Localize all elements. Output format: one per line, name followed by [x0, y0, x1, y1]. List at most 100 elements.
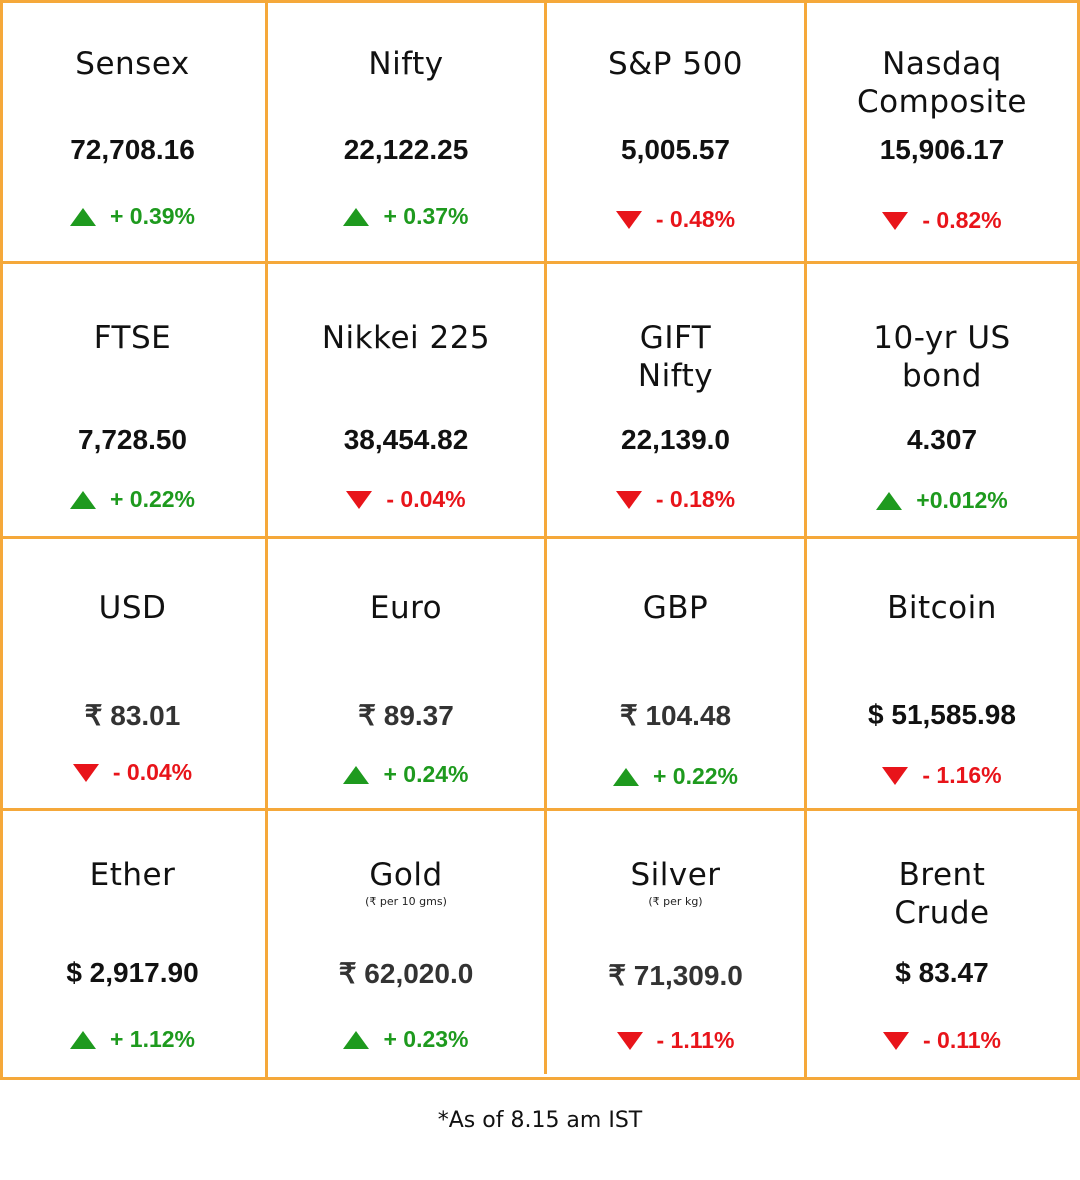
market-cell-nasdaq: Nasdaq Composite 15,906.17 - 0.82% [807, 0, 1077, 261]
change-percent: - 0.04% [112, 759, 193, 785]
down-arrow-icon [346, 490, 373, 509]
market-value: 22,139.0 [621, 424, 730, 455]
unit-note: (₹ per kg) [648, 895, 703, 908]
market-cell-silver: Silver (₹ per kg) ₹ 71,309.0 - 1.11% [547, 811, 804, 1077]
market-value: 5,005.57 [621, 134, 730, 165]
change-row: + 0.37% [268, 203, 544, 230]
change-percent: + 0.22% [652, 763, 739, 789]
change-row: + 0.24% [268, 761, 544, 788]
change-percent: + 0.22% [109, 486, 196, 512]
market-value: ₹ 89.37 [358, 700, 454, 731]
market-cell-gbp: GBP ₹ 104.48 + 0.22% [547, 539, 804, 808]
change-row: - 0.11% [807, 1027, 1077, 1054]
change-percent: + 0.24% [383, 761, 469, 787]
market-name: Bitcoin [887, 590, 997, 626]
market-value: 38,454.82 [343, 424, 469, 455]
market-value: 15,906.17 [879, 134, 1005, 165]
market-name: Nikkei 225 [321, 320, 491, 356]
market-name: Sensex [75, 46, 190, 82]
market-name: 10-yr US bond [873, 320, 1011, 394]
market-name: Ether [89, 857, 176, 893]
market-name: Nasdaq Composite [857, 46, 1027, 120]
grid-line [0, 808, 1080, 811]
grid-line [0, 0, 1080, 3]
grid-line [1077, 0, 1080, 1080]
market-name: Nifty [368, 46, 444, 82]
change-percent: + 0.37% [383, 203, 469, 229]
change-row: + 0.22% [0, 486, 265, 513]
market-value: $ 2,917.90 [66, 957, 199, 988]
change-row: + 1.12% [0, 1026, 265, 1053]
market-cell-ether: Ether $ 2,917.90 + 1.12% [0, 811, 265, 1077]
market-cell-sp500: S&P 500 5,005.57 - 0.48% [547, 0, 804, 261]
up-arrow-icon [612, 767, 639, 786]
change-row: - 0.48% [547, 206, 804, 233]
change-percent: +0.012% [916, 487, 1008, 513]
market-value: ₹ 71,309.0 [608, 960, 743, 991]
down-arrow-icon [615, 210, 642, 229]
market-name: Brent Crude [894, 857, 990, 931]
market-name: GIFT Nifty [637, 320, 714, 394]
market-value: ₹ 104.48 [619, 700, 732, 731]
market-value: 4.307 [906, 424, 978, 455]
market-grid: Sensex 72,708.16 + 0.39% Nifty 22,122.25… [0, 0, 1080, 1080]
market-value: 22,122.25 [343, 134, 469, 165]
change-percent: - 0.82% [922, 207, 1002, 233]
change-row: + 0.23% [268, 1026, 544, 1053]
market-cell-gift-nifty: GIFT Nifty 22,139.0 - 0.18% [547, 264, 804, 536]
market-cell-sensex: Sensex 72,708.16 + 0.39% [0, 0, 265, 261]
market-name: S&P 500 [607, 46, 744, 82]
down-arrow-icon [72, 763, 99, 782]
up-arrow-icon [69, 490, 96, 509]
change-percent: - 0.48% [655, 206, 736, 232]
market-name: USD [98, 590, 167, 626]
change-row: +0.012% [807, 487, 1077, 514]
market-value: 72,708.16 [70, 134, 195, 165]
market-cell-usd: USD ₹ 83.01 - 0.04% [0, 539, 265, 808]
change-percent: - 1.16% [922, 762, 1002, 788]
up-arrow-icon [343, 1030, 370, 1049]
change-percent: - 0.04% [386, 486, 466, 512]
unit-note: (₹ per 10 gms) [365, 895, 447, 908]
market-name: Euro [369, 590, 443, 626]
grid-line [265, 0, 268, 1080]
change-percent: + 0.23% [383, 1026, 469, 1052]
change-row: - 0.04% [0, 759, 265, 786]
market-cell-nikkei: Nikkei 225 38,454.82 - 0.04% [268, 264, 544, 536]
change-row: + 0.22% [547, 763, 804, 790]
down-arrow-icon [883, 1031, 909, 1050]
change-row: - 0.82% [807, 207, 1077, 234]
market-value: 7,728.50 [78, 424, 187, 455]
market-cell-gold: Gold (₹ per 10 gms) ₹ 62,020.0 + 0.23% [268, 811, 544, 1077]
market-name: GBP [642, 590, 709, 626]
change-row: - 0.18% [547, 486, 804, 513]
market-value: ₹ 83.01 [84, 700, 181, 731]
change-row: - 1.11% [547, 1027, 804, 1054]
market-name: Silver [630, 857, 721, 893]
grid-line [0, 0, 3, 1080]
market-cell-brent-crude: Brent Crude $ 83.47 - 0.11% [807, 811, 1077, 1077]
market-value: $ 51,585.98 [868, 699, 1016, 730]
grid-line [804, 0, 807, 1080]
market-cell-us-bond: 10-yr US bond 4.307 +0.012% [807, 264, 1077, 536]
change-percent: + 1.12% [109, 1026, 196, 1052]
timestamp-footnote: *As of 8.15 am IST [437, 1108, 643, 1133]
change-row: - 0.04% [268, 486, 544, 513]
down-arrow-icon [616, 1031, 643, 1050]
up-arrow-icon [69, 207, 96, 226]
down-arrow-icon [615, 490, 642, 509]
change-percent: - 1.11% [656, 1027, 735, 1053]
down-arrow-icon [882, 211, 909, 230]
market-value: ₹ 62,020.0 [338, 958, 474, 989]
market-cell-ftse: FTSE 7,728.50 + 0.22% [0, 264, 265, 536]
up-arrow-icon [343, 765, 370, 784]
up-arrow-icon [876, 491, 903, 510]
down-arrow-icon [882, 766, 909, 785]
grid-line [0, 1077, 1080, 1080]
change-percent: - 0.11% [923, 1027, 1001, 1053]
change-percent: - 0.18% [655, 486, 736, 512]
market-cell-nifty: Nifty 22,122.25 + 0.37% [268, 0, 544, 261]
market-cell-bitcoin: Bitcoin $ 51,585.98 - 1.16% [807, 539, 1077, 808]
change-percent: + 0.39% [109, 203, 196, 229]
up-arrow-icon [343, 207, 370, 226]
